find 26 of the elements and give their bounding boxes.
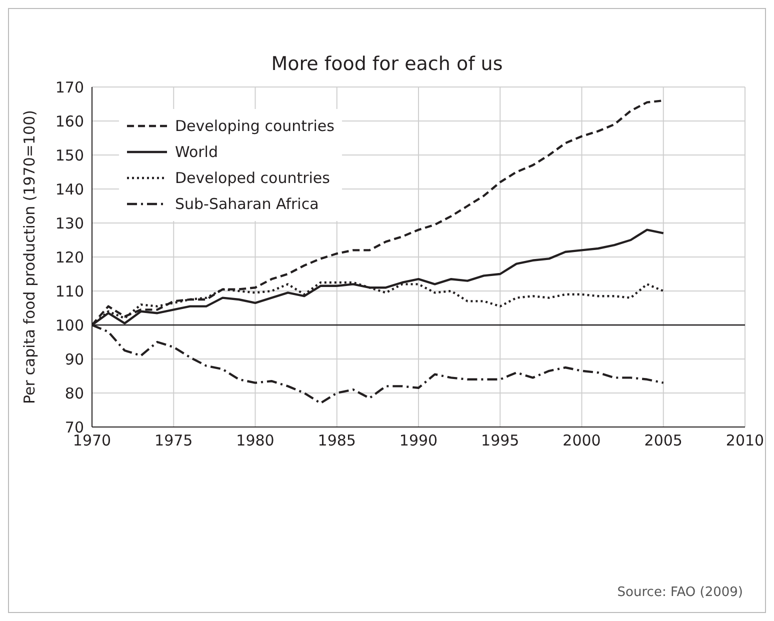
x-tick-label: 1990 bbox=[399, 432, 438, 450]
legend-label: Developing countries bbox=[175, 117, 334, 135]
legend-label: World bbox=[175, 143, 218, 161]
y-tick-label: 100 bbox=[55, 316, 84, 334]
x-tick-label: 2010 bbox=[726, 432, 764, 450]
y-tick-label: 80 bbox=[64, 384, 84, 402]
x-tick-label: 1975 bbox=[154, 432, 193, 450]
y-tick-label: 130 bbox=[55, 214, 84, 232]
y-tick-label: 90 bbox=[64, 350, 84, 368]
legend-label: Developed countries bbox=[175, 169, 330, 187]
x-tick-label: 1980 bbox=[236, 432, 274, 450]
x-tick-label: 1995 bbox=[481, 432, 520, 450]
x-tick-label: 1985 bbox=[318, 432, 356, 450]
source-note: Source: FAO (2009) bbox=[617, 585, 743, 600]
x-tick-label: 2005 bbox=[644, 432, 682, 450]
chart-title: More food for each of us bbox=[270, 53, 504, 75]
y-tick-label: 150 bbox=[55, 146, 84, 164]
y-axis-title: Per capita food production (1970=100) bbox=[20, 110, 38, 404]
y-tick-label: 170 bbox=[55, 78, 84, 96]
y-tick-label: 160 bbox=[55, 112, 84, 130]
x-tick-label: 1970 bbox=[72, 432, 112, 450]
x-tick-label: 2000 bbox=[562, 432, 601, 450]
y-tick-label: 120 bbox=[55, 248, 84, 266]
y-tick-label: 140 bbox=[55, 180, 84, 198]
y-tick-label: 110 bbox=[55, 282, 84, 300]
legend-label: Sub-Saharan Africa bbox=[175, 195, 319, 213]
